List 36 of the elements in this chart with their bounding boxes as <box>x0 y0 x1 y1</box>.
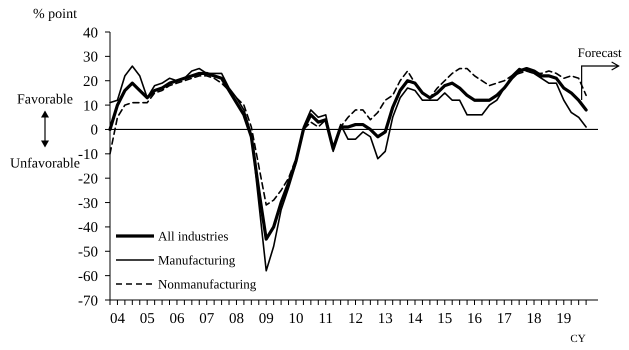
y-tick-label: 0 <box>90 122 98 139</box>
y-tick-label: 40 <box>83 25 98 42</box>
legend-label: Nonmanufacturing <box>158 276 257 292</box>
legend-label: All industries <box>158 228 228 244</box>
y-axis-title: % point <box>33 7 78 22</box>
x-axis-title: CY <box>570 333 586 345</box>
y-tick-label: 10 <box>83 98 98 114</box>
x-tick-label: 14 <box>408 311 423 327</box>
annotation: Forecast <box>578 45 622 60</box>
y-tick-label: -40 <box>78 220 98 236</box>
y-tick-label: -60 <box>78 268 98 285</box>
y-tick-label: 30 <box>83 50 98 66</box>
y-tick-label: -20 <box>78 171 98 188</box>
x-tick-label: 19 <box>556 311 572 327</box>
x-tick-label: 17 <box>496 311 512 327</box>
x-tick-label: 12 <box>348 311 363 327</box>
x-tick-label: 18 <box>526 311 542 327</box>
x-tick-label: 08 <box>228 311 244 327</box>
y-tick-label: -10 <box>78 147 98 164</box>
x-tick-label: 05 <box>140 311 155 327</box>
x-tick-label: 04 <box>110 311 126 327</box>
x-tick-label: 13 <box>378 311 393 327</box>
y-tick-label: 20 <box>83 74 98 90</box>
y-tick-label: -70 <box>78 293 98 310</box>
text: Unfavorable <box>10 156 80 172</box>
y-tick-label: -50 <box>78 244 98 261</box>
text: Favorable <box>17 92 73 108</box>
x-tick-label: 06 <box>169 311 185 327</box>
x-tick-label: 07 <box>199 311 215 327</box>
x-tick-label: 16 <box>467 311 483 327</box>
legend-label: Manufacturing <box>158 252 236 268</box>
x-tick-label: 11 <box>318 311 333 327</box>
y-tick-label: -30 <box>78 196 98 212</box>
x-tick-label: 09 <box>258 311 274 327</box>
x-tick-label: 15 <box>437 311 452 327</box>
x-tick-label: 10 <box>288 311 304 327</box>
